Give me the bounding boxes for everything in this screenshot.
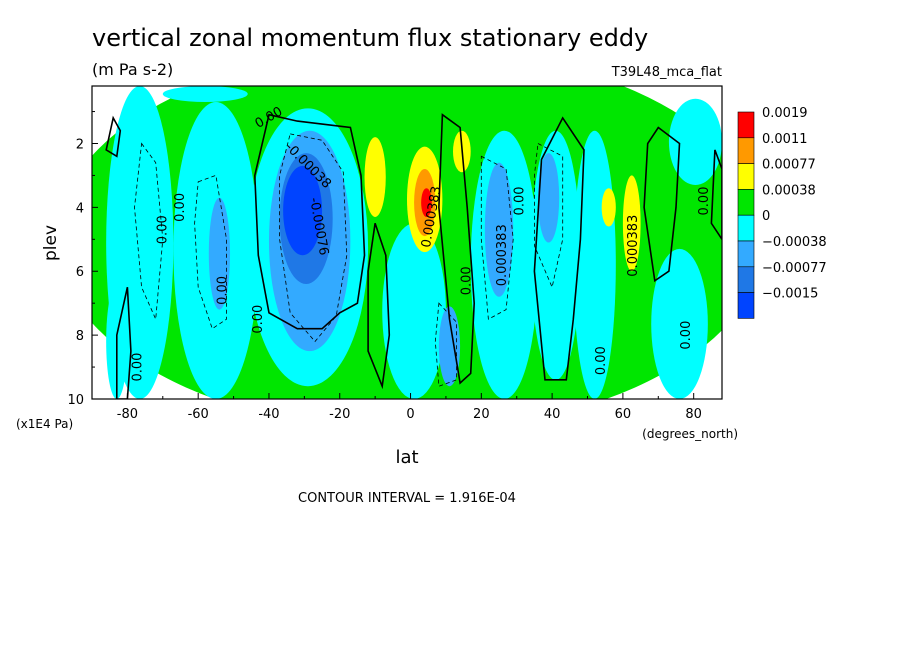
field-region-18 xyxy=(162,86,248,102)
dataset-label: T39L48_mca_flat xyxy=(611,65,722,80)
field-region-24 xyxy=(622,175,641,272)
x-tick-label-3: -20 xyxy=(329,407,350,422)
zero-contour-5 xyxy=(533,116,585,381)
zero-contour-7 xyxy=(710,149,722,241)
contour-lines xyxy=(105,113,722,399)
field-region-7 xyxy=(208,197,231,310)
contour-interval-note: CONTOUR INTERVAL = 1.916E-04 xyxy=(298,491,516,506)
x-axis-units: (degrees_north) xyxy=(642,427,738,441)
colorbar-label-6: −0.00077 xyxy=(762,261,827,276)
negative-contour-2 xyxy=(134,142,164,320)
zero-contour-3 xyxy=(438,113,476,385)
x-axis-ticks: -80 -60 -40 -20 0 20 40 60 80 xyxy=(117,393,702,422)
negative-contour-5 xyxy=(434,302,457,387)
colorbar-swatch-4 xyxy=(737,214,755,242)
negative-contour-1 xyxy=(194,174,227,330)
contour-label-13: 0.00 xyxy=(594,346,609,375)
y-axis-units: (x1E4 Pa) xyxy=(16,417,73,431)
field-region-25 xyxy=(601,188,616,227)
y-tick-label-0: 2 xyxy=(76,137,84,152)
field-region-16 xyxy=(651,248,708,399)
y-tick-label-4: 10 xyxy=(67,393,84,408)
contour-label-6: 0.00 xyxy=(251,305,266,334)
zero-contour-6 xyxy=(643,126,681,283)
x-tick-label-1: -60 xyxy=(188,407,209,422)
colorbar-label-5: −0.00038 xyxy=(762,235,827,250)
plot-frame xyxy=(91,85,723,400)
contour-field xyxy=(92,86,722,399)
contour-label-15: 0.00 xyxy=(697,187,712,216)
colorbar-swatch-3 xyxy=(737,189,755,216)
y-axis-title: plev xyxy=(41,225,61,261)
field-region-22 xyxy=(421,188,432,217)
contour-label-7: 0.00 xyxy=(131,353,146,382)
field-region-10 xyxy=(438,306,461,387)
negative-contour-0 xyxy=(279,133,348,343)
contour-label-10: 0.000383 xyxy=(495,224,510,286)
colorbar-swatch-0 xyxy=(737,111,755,139)
colorbar-label-0: 0.0019 xyxy=(762,106,808,121)
x-tick-label-6: 40 xyxy=(544,407,561,422)
zero-contour-0 xyxy=(253,113,366,330)
colorbar-label-7: −0.0015 xyxy=(762,287,818,302)
colorbar-label-4: 0 xyxy=(762,209,770,224)
y-axis-ticks: 2 4 6 8 10 xyxy=(67,111,98,408)
x-axis-title: lat xyxy=(395,447,418,468)
colorbar-label-2: 0.00077 xyxy=(762,158,816,173)
field-region-17 xyxy=(668,98,722,185)
x-tick-label-2: -40 xyxy=(258,407,279,422)
contour-label-4: 0.00 xyxy=(173,193,188,222)
zero-contour-2 xyxy=(116,287,132,399)
colorbar-swatch-6 xyxy=(737,266,755,293)
field-region-9 xyxy=(382,223,446,399)
colorbar: 0.0019 0.0011 0.00077 0.00038 0 −0.00038 −0.00… xyxy=(737,106,827,319)
x-tick-label-4: 0 xyxy=(406,407,414,422)
field-region-19 xyxy=(364,137,386,217)
colorbar-swatch-2 xyxy=(737,163,755,190)
y-tick-label-1: 4 xyxy=(76,201,84,216)
zero-contour-1 xyxy=(105,115,122,158)
negative-contour-4 xyxy=(534,142,564,289)
x-tick-label-7: 60 xyxy=(615,407,632,422)
contour-label-3: 0.00 xyxy=(155,215,170,244)
x-tick-label-8: 80 xyxy=(685,407,702,422)
field-region-14 xyxy=(537,153,560,243)
colorbar-label-3: 0.00038 xyxy=(762,183,816,198)
chart-units: (m Pa s-2) xyxy=(92,60,173,79)
contour-label-5: 0.00 xyxy=(215,276,230,305)
colorbar-swatch-1 xyxy=(737,137,755,164)
x-tick-label-0: -80 xyxy=(117,407,138,422)
contour-label-12: 0.000383 xyxy=(626,215,641,277)
contour-label-11: 0.00 xyxy=(513,187,528,216)
contour-label-14: 0.00 xyxy=(679,321,694,350)
colorbar-swatch-5 xyxy=(737,240,755,268)
field-region-6 xyxy=(283,165,323,256)
colorbar-swatch-7 xyxy=(737,292,755,319)
y-tick-label-2: 6 xyxy=(76,265,84,280)
y-tick-label-3: 8 xyxy=(76,329,84,344)
contour-label-9: 0.00 xyxy=(460,266,475,295)
colorbar-label-1: 0.0011 xyxy=(762,132,808,147)
negative-contour-3 xyxy=(480,155,514,320)
chart-title: vertical zonal momentum flux stationary … xyxy=(92,24,648,52)
zero-contour-4 xyxy=(367,223,391,390)
field-region-12 xyxy=(484,162,514,297)
x-tick-label-5: 20 xyxy=(473,407,490,422)
